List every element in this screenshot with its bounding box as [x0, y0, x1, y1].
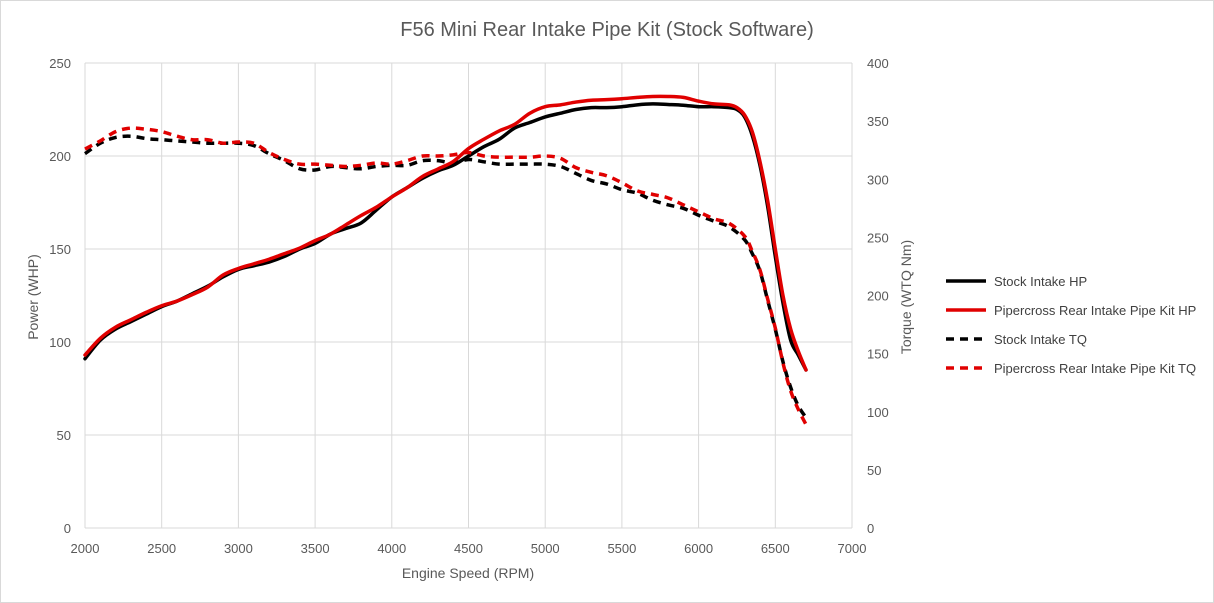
x-tick-label: 3000	[224, 541, 253, 556]
legend-label: Stock Intake TQ	[994, 332, 1087, 347]
y2-tick-label: 150	[867, 347, 889, 362]
x-tick-label: 2000	[71, 541, 100, 556]
y-tick-label: 150	[49, 242, 71, 257]
y2-tick-label: 300	[867, 172, 889, 187]
x-tick-label: 4000	[377, 541, 406, 556]
legend-label: Pipercross Rear Intake Pipe Kit HP	[994, 303, 1196, 318]
series-line-pipercross-rear-intake-pipe-kit-tq	[84, 126, 808, 426]
y2-tick-label: 350	[867, 114, 889, 129]
y2-tick-label: 250	[867, 230, 889, 245]
y2-tick-label: 200	[867, 289, 889, 304]
y-tick-label: 200	[49, 149, 71, 164]
series-line-pipercross-rear-intake-pipe-kit-hp	[83, 94, 808, 372]
y2-tick-label: 50	[867, 463, 881, 478]
y2-tick-label: 0	[867, 521, 874, 536]
y2-tick-label: 400	[867, 56, 889, 71]
x-tick-labels: 2000 2500 3000 3500 4000 4500 5000 5500 6000 6500…	[71, 541, 867, 556]
y2-tick-label: 100	[867, 405, 889, 420]
x-tick-label: 2500	[147, 541, 176, 556]
y-tick-label: 50	[57, 428, 71, 443]
x-tick-label: 5500	[607, 541, 636, 556]
x-tick-label: 6000	[684, 541, 713, 556]
y-tick-label: 0	[64, 521, 71, 536]
series-lines	[83, 94, 808, 426]
y2-tick-labels: 0 50 100 150 200 250 300 350 400	[867, 56, 889, 536]
gridlines	[84, 62, 853, 529]
chart-title: F56 Mini Rear Intake Pipe Kit (Stock Sof…	[400, 19, 814, 41]
series-line-stock-intake-tq	[83, 134, 808, 419]
y-tick-labels: 0 50 100 150 200 250	[49, 56, 71, 536]
y-axis-title: Power (WHP)	[25, 254, 41, 340]
legend-label: Stock Intake HP	[994, 274, 1087, 289]
y-tick-label: 100	[49, 335, 71, 350]
x-tick-label: 7000	[838, 541, 867, 556]
x-tick-label: 4500	[454, 541, 483, 556]
y2-axis-title: Torque (WTQ Nm)	[898, 240, 914, 354]
legend: Stock Intake HP Pipercross Rear Intake Pi…	[946, 274, 1196, 376]
legend-label: Pipercross Rear Intake Pipe Kit TQ	[994, 361, 1196, 376]
x-axis-title: Engine Speed (RPM)	[402, 565, 534, 581]
y-tick-label: 250	[49, 56, 71, 71]
x-tick-label: 6500	[761, 541, 790, 556]
x-tick-label: 5000	[531, 541, 560, 556]
x-tick-label: 3500	[301, 541, 330, 556]
